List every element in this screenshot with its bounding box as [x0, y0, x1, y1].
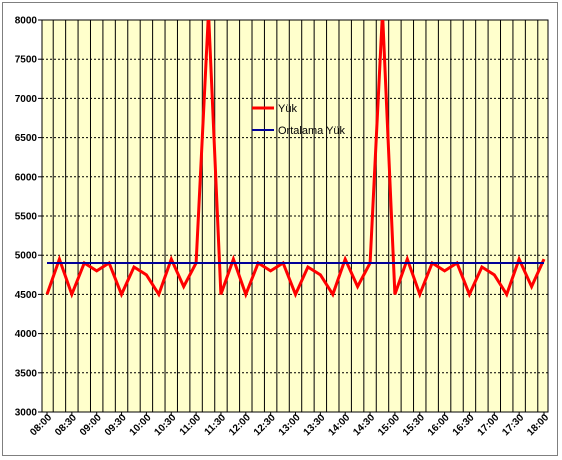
x-tick-label: 14:30 [351, 412, 377, 438]
x-tick-label: 17:30 [500, 412, 526, 438]
y-tick-label: 3500 [15, 368, 38, 379]
y-axis-ticks: 3000 3500 4000 4500 5000 5500 6000 6500 7000 7500… [15, 16, 42, 419]
x-tick-label: 16:00 [426, 412, 452, 438]
y-tick-label: 7500 [15, 55, 38, 66]
y-tick-label: 6000 [15, 172, 38, 183]
x-tick-label: 18:00 [525, 412, 551, 438]
legend-label: Ortalama Yük [278, 125, 346, 137]
x-tick-label: 10:00 [128, 412, 154, 438]
x-tick-label: 11:00 [178, 412, 204, 438]
legend: Yük Ortalama Yük [252, 103, 346, 137]
x-tick-label: 15:00 [376, 412, 402, 438]
x-tick-label: 10:30 [153, 412, 179, 438]
y-tick-label: 7000 [15, 94, 38, 105]
x-tick-label: 09:00 [78, 412, 104, 438]
y-tick-label: 8000 [15, 16, 38, 27]
series-lines [45, 20, 546, 299]
grid-lines [42, 20, 548, 412]
x-tick-label: 13:30 [302, 412, 328, 438]
y-tick-label: 3000 [15, 408, 38, 419]
x-tick-label: 09:30 [103, 412, 129, 438]
y-tick-label: 5000 [15, 251, 38, 262]
x-tick-label: 14:00 [326, 412, 352, 438]
x-tick-label: 16:30 [451, 412, 477, 438]
series-line-yuk [45, 20, 546, 299]
x-tick-label: 15:30 [401, 412, 427, 438]
y-tick-label: 4000 [15, 329, 38, 340]
y-tick-label: 4500 [15, 290, 38, 301]
y-tick-label: 6500 [15, 133, 38, 144]
x-tick-label: 13:00 [277, 412, 303, 438]
x-tick-label: 08:30 [53, 412, 79, 438]
x-tick-label: 11:30 [203, 412, 229, 438]
x-tick-label: 17:00 [476, 412, 502, 438]
legend-label: Yük [278, 103, 297, 115]
x-tick-label: 12:00 [227, 412, 253, 438]
y-tick-label: 5500 [15, 212, 38, 223]
x-tick-label: 12:30 [252, 412, 278, 438]
